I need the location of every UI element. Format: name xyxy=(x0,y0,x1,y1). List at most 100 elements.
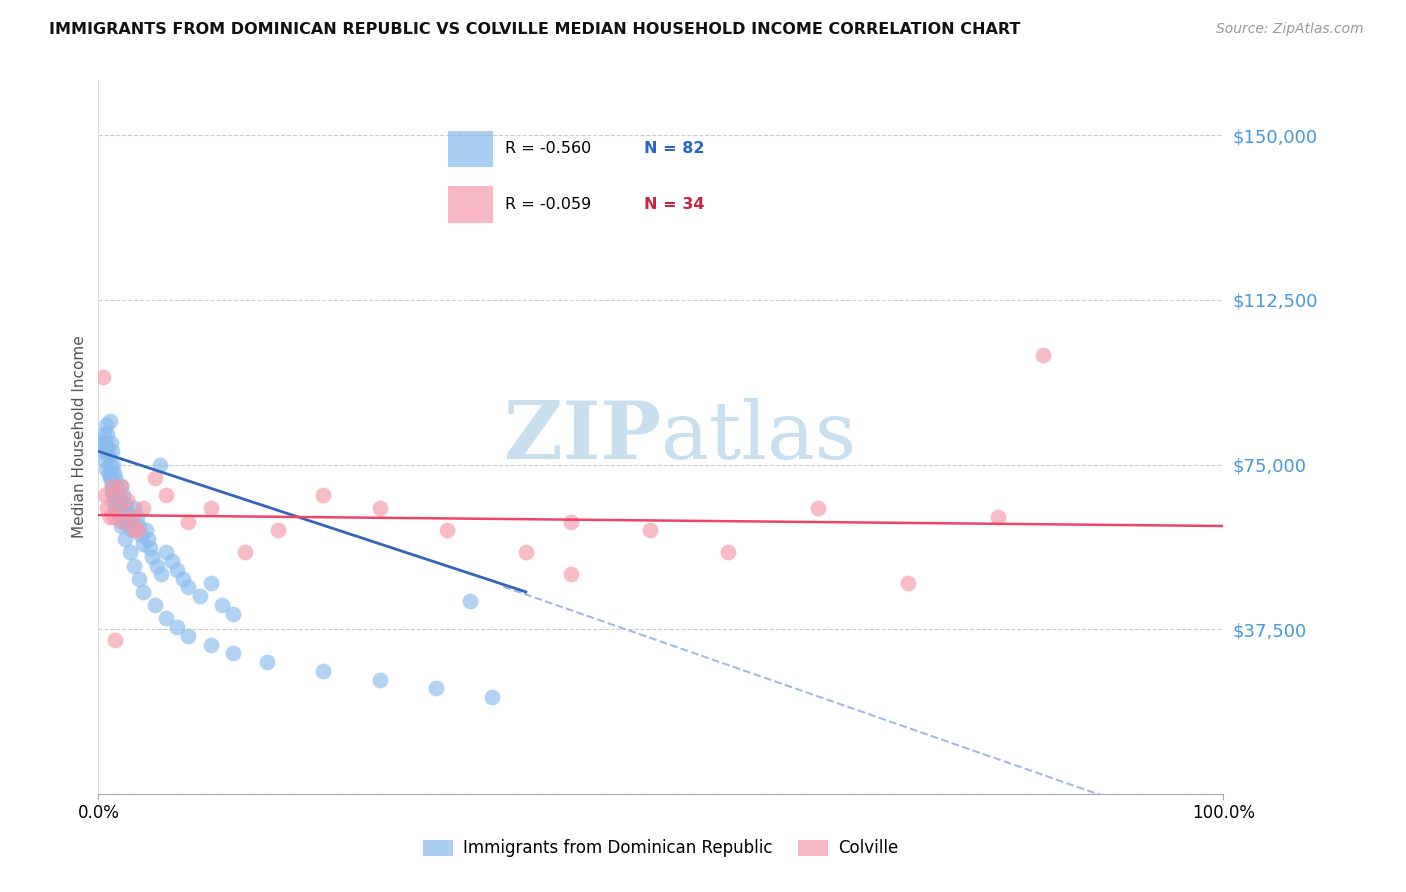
Point xyxy=(200,576,222,591)
Point xyxy=(96,440,118,454)
Text: ZIP: ZIP xyxy=(503,398,661,476)
Point xyxy=(560,515,582,529)
Point xyxy=(103,492,125,507)
Point xyxy=(98,471,121,485)
Point xyxy=(136,532,159,546)
Point xyxy=(107,510,129,524)
Point xyxy=(112,501,135,516)
Point xyxy=(96,426,118,441)
Point xyxy=(114,532,136,546)
Point xyxy=(897,576,920,591)
Point xyxy=(105,501,128,516)
Point xyxy=(233,545,256,559)
Point xyxy=(141,549,163,564)
Point xyxy=(103,510,125,524)
Point xyxy=(110,479,132,493)
Point xyxy=(104,488,127,502)
Y-axis label: Median Household Income: Median Household Income xyxy=(72,335,87,539)
Point xyxy=(222,646,245,660)
Point xyxy=(149,458,172,472)
Point xyxy=(1032,348,1054,362)
Point xyxy=(312,488,335,502)
Point xyxy=(121,510,143,524)
Point xyxy=(105,501,128,516)
Point xyxy=(155,545,177,559)
Point xyxy=(166,563,188,577)
Point xyxy=(115,492,138,507)
Legend: Immigrants from Dominican Republic, Colville: Immigrants from Dominican Republic, Colv… xyxy=(416,833,905,864)
Point xyxy=(97,449,120,463)
Point xyxy=(98,458,121,472)
Point xyxy=(93,426,115,441)
Point xyxy=(139,541,162,555)
Point xyxy=(177,629,200,643)
Point xyxy=(515,545,537,559)
Point xyxy=(107,497,129,511)
Point xyxy=(94,488,117,502)
Point xyxy=(101,444,124,458)
Point xyxy=(155,488,177,502)
Point xyxy=(118,545,141,559)
Point xyxy=(132,536,155,550)
Point xyxy=(93,444,115,458)
Point xyxy=(222,607,245,621)
Point xyxy=(118,515,141,529)
Point xyxy=(150,567,173,582)
Point xyxy=(115,510,138,524)
Point xyxy=(105,479,128,493)
Point xyxy=(132,585,155,599)
Point xyxy=(100,435,122,450)
Text: atlas: atlas xyxy=(661,398,856,476)
Point xyxy=(128,519,150,533)
Point xyxy=(91,435,114,450)
Point xyxy=(177,581,200,595)
Point xyxy=(96,501,118,516)
Point xyxy=(132,501,155,516)
Point xyxy=(458,593,481,607)
Point xyxy=(146,558,169,573)
Point xyxy=(638,524,661,538)
Point xyxy=(717,545,740,559)
Point xyxy=(114,497,136,511)
Point xyxy=(267,524,290,538)
Point xyxy=(101,488,124,502)
Point xyxy=(127,524,149,538)
Point xyxy=(101,458,124,472)
Point xyxy=(117,506,139,520)
Point xyxy=(96,462,118,476)
Point xyxy=(436,524,458,538)
Point xyxy=(211,598,233,612)
Point xyxy=(104,488,127,502)
Point xyxy=(129,528,152,542)
Point xyxy=(94,435,117,450)
Point xyxy=(368,501,391,516)
Point xyxy=(188,589,211,603)
Point xyxy=(560,567,582,582)
Point xyxy=(128,572,150,586)
Point xyxy=(124,524,146,538)
Point xyxy=(107,488,129,502)
Point xyxy=(124,558,146,573)
Point xyxy=(135,524,157,538)
Point xyxy=(160,554,183,568)
Point xyxy=(368,673,391,687)
Point xyxy=(98,510,121,524)
Point xyxy=(104,633,127,648)
Point xyxy=(112,515,135,529)
Point xyxy=(177,515,200,529)
Point xyxy=(172,572,194,586)
Point xyxy=(94,453,117,467)
Point xyxy=(425,681,447,696)
Point xyxy=(200,638,222,652)
Point xyxy=(103,497,125,511)
Point xyxy=(312,664,335,678)
Point xyxy=(987,510,1010,524)
Text: Source: ZipAtlas.com: Source: ZipAtlas.com xyxy=(1216,22,1364,37)
Point xyxy=(166,620,188,634)
Point xyxy=(107,501,129,516)
Point xyxy=(125,510,148,524)
Point xyxy=(98,414,121,428)
Point xyxy=(124,501,146,516)
Point xyxy=(101,479,124,493)
Point xyxy=(111,515,134,529)
